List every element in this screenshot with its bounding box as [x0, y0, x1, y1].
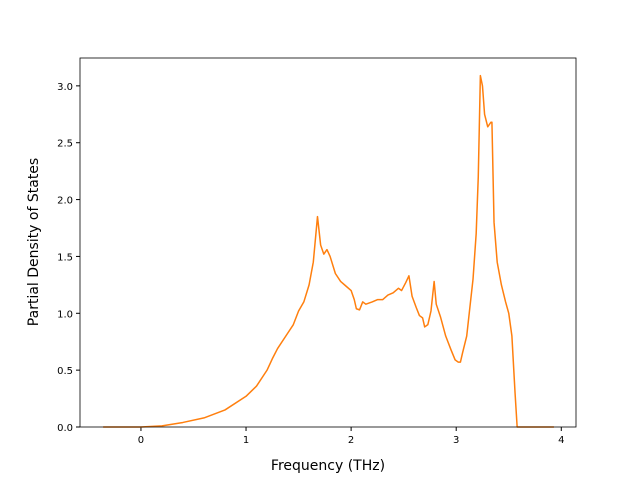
- x-tick-label: 4: [558, 435, 564, 446]
- y-tick-label: 0.0: [57, 423, 73, 434]
- y-tick-label: 2.0: [57, 196, 73, 207]
- x-tick-label: 2: [348, 435, 354, 446]
- x-tick-label: 3: [453, 435, 459, 446]
- y-axis-label: Partial Density of States: [26, 158, 42, 326]
- x-axis-label: Frequency (THz): [271, 458, 385, 474]
- data-line: [103, 74, 554, 428]
- plot-frame: [79, 57, 577, 428]
- x-tick-label: 0: [138, 435, 144, 446]
- x-tick-label: 1: [243, 435, 249, 446]
- y-tick-label: 2.5: [57, 139, 73, 150]
- y-tick-label: 1.5: [57, 252, 73, 263]
- y-tick-label: 0.5: [57, 366, 73, 377]
- y-tick-label: 3.0: [57, 82, 73, 93]
- y-tick-label: 1.0: [57, 309, 73, 320]
